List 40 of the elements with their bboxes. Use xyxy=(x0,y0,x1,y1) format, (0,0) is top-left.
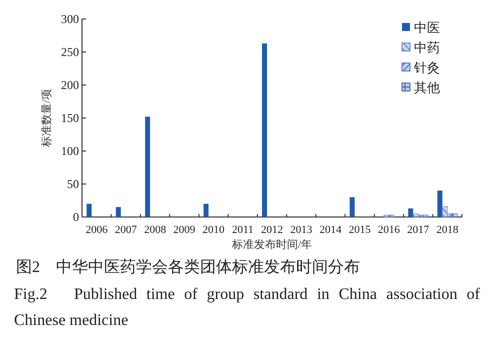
legend-label: 其他 xyxy=(414,80,440,95)
caption: 图2 中华中医药学会各类团体标准发布时间分布 xyxy=(16,258,360,276)
y-tick-label: 50 xyxy=(67,177,79,191)
x-tick-label: 2018 xyxy=(436,224,459,236)
legend-label: 中药 xyxy=(414,40,440,55)
x-axis-title: 标准发布时间/年 xyxy=(230,238,312,251)
bar xyxy=(350,197,355,217)
x-tick-label: 2012 xyxy=(261,224,283,236)
x-tick-label: 2010 xyxy=(202,224,226,236)
legend-label: 中医 xyxy=(414,20,440,35)
y-tick-label: 150 xyxy=(61,111,79,125)
x-tick-label: 2013 xyxy=(290,224,313,236)
x-tick-label: 2009 xyxy=(173,224,196,236)
bar xyxy=(204,204,209,217)
y-tick-label: 0 xyxy=(73,210,79,224)
bar xyxy=(437,190,442,217)
x-tick-label: 2006 xyxy=(86,224,108,236)
legend-label: 针灸 xyxy=(413,60,440,75)
bar xyxy=(86,204,92,217)
bar xyxy=(262,43,267,217)
caption: Fig.2 Published time of group standard in China association of Chinese medicine xyxy=(14,285,481,331)
bar xyxy=(116,207,121,217)
x-tick-label: 2014 xyxy=(319,224,342,236)
x-tick-label: 2007 xyxy=(114,224,138,236)
bar xyxy=(412,213,418,218)
x-tick-label: 2008 xyxy=(144,224,167,236)
bar xyxy=(408,208,414,217)
x-tick-label: 2011 xyxy=(232,224,254,236)
y-axis-title: 标准数量/项 xyxy=(40,88,53,148)
y-tick-label: 100 xyxy=(61,144,79,158)
bar xyxy=(145,116,150,217)
x-tick-label: 2016 xyxy=(378,224,400,236)
bar xyxy=(442,206,448,218)
bar xyxy=(447,213,453,218)
bar xyxy=(452,213,458,218)
y-tick-label: 300 xyxy=(61,12,79,26)
x-tick-label: 2017 xyxy=(407,224,430,236)
x-tick-label: 2015 xyxy=(348,224,372,236)
y-tick-label: 250 xyxy=(61,45,79,59)
y-tick-label: 200 xyxy=(61,78,79,92)
